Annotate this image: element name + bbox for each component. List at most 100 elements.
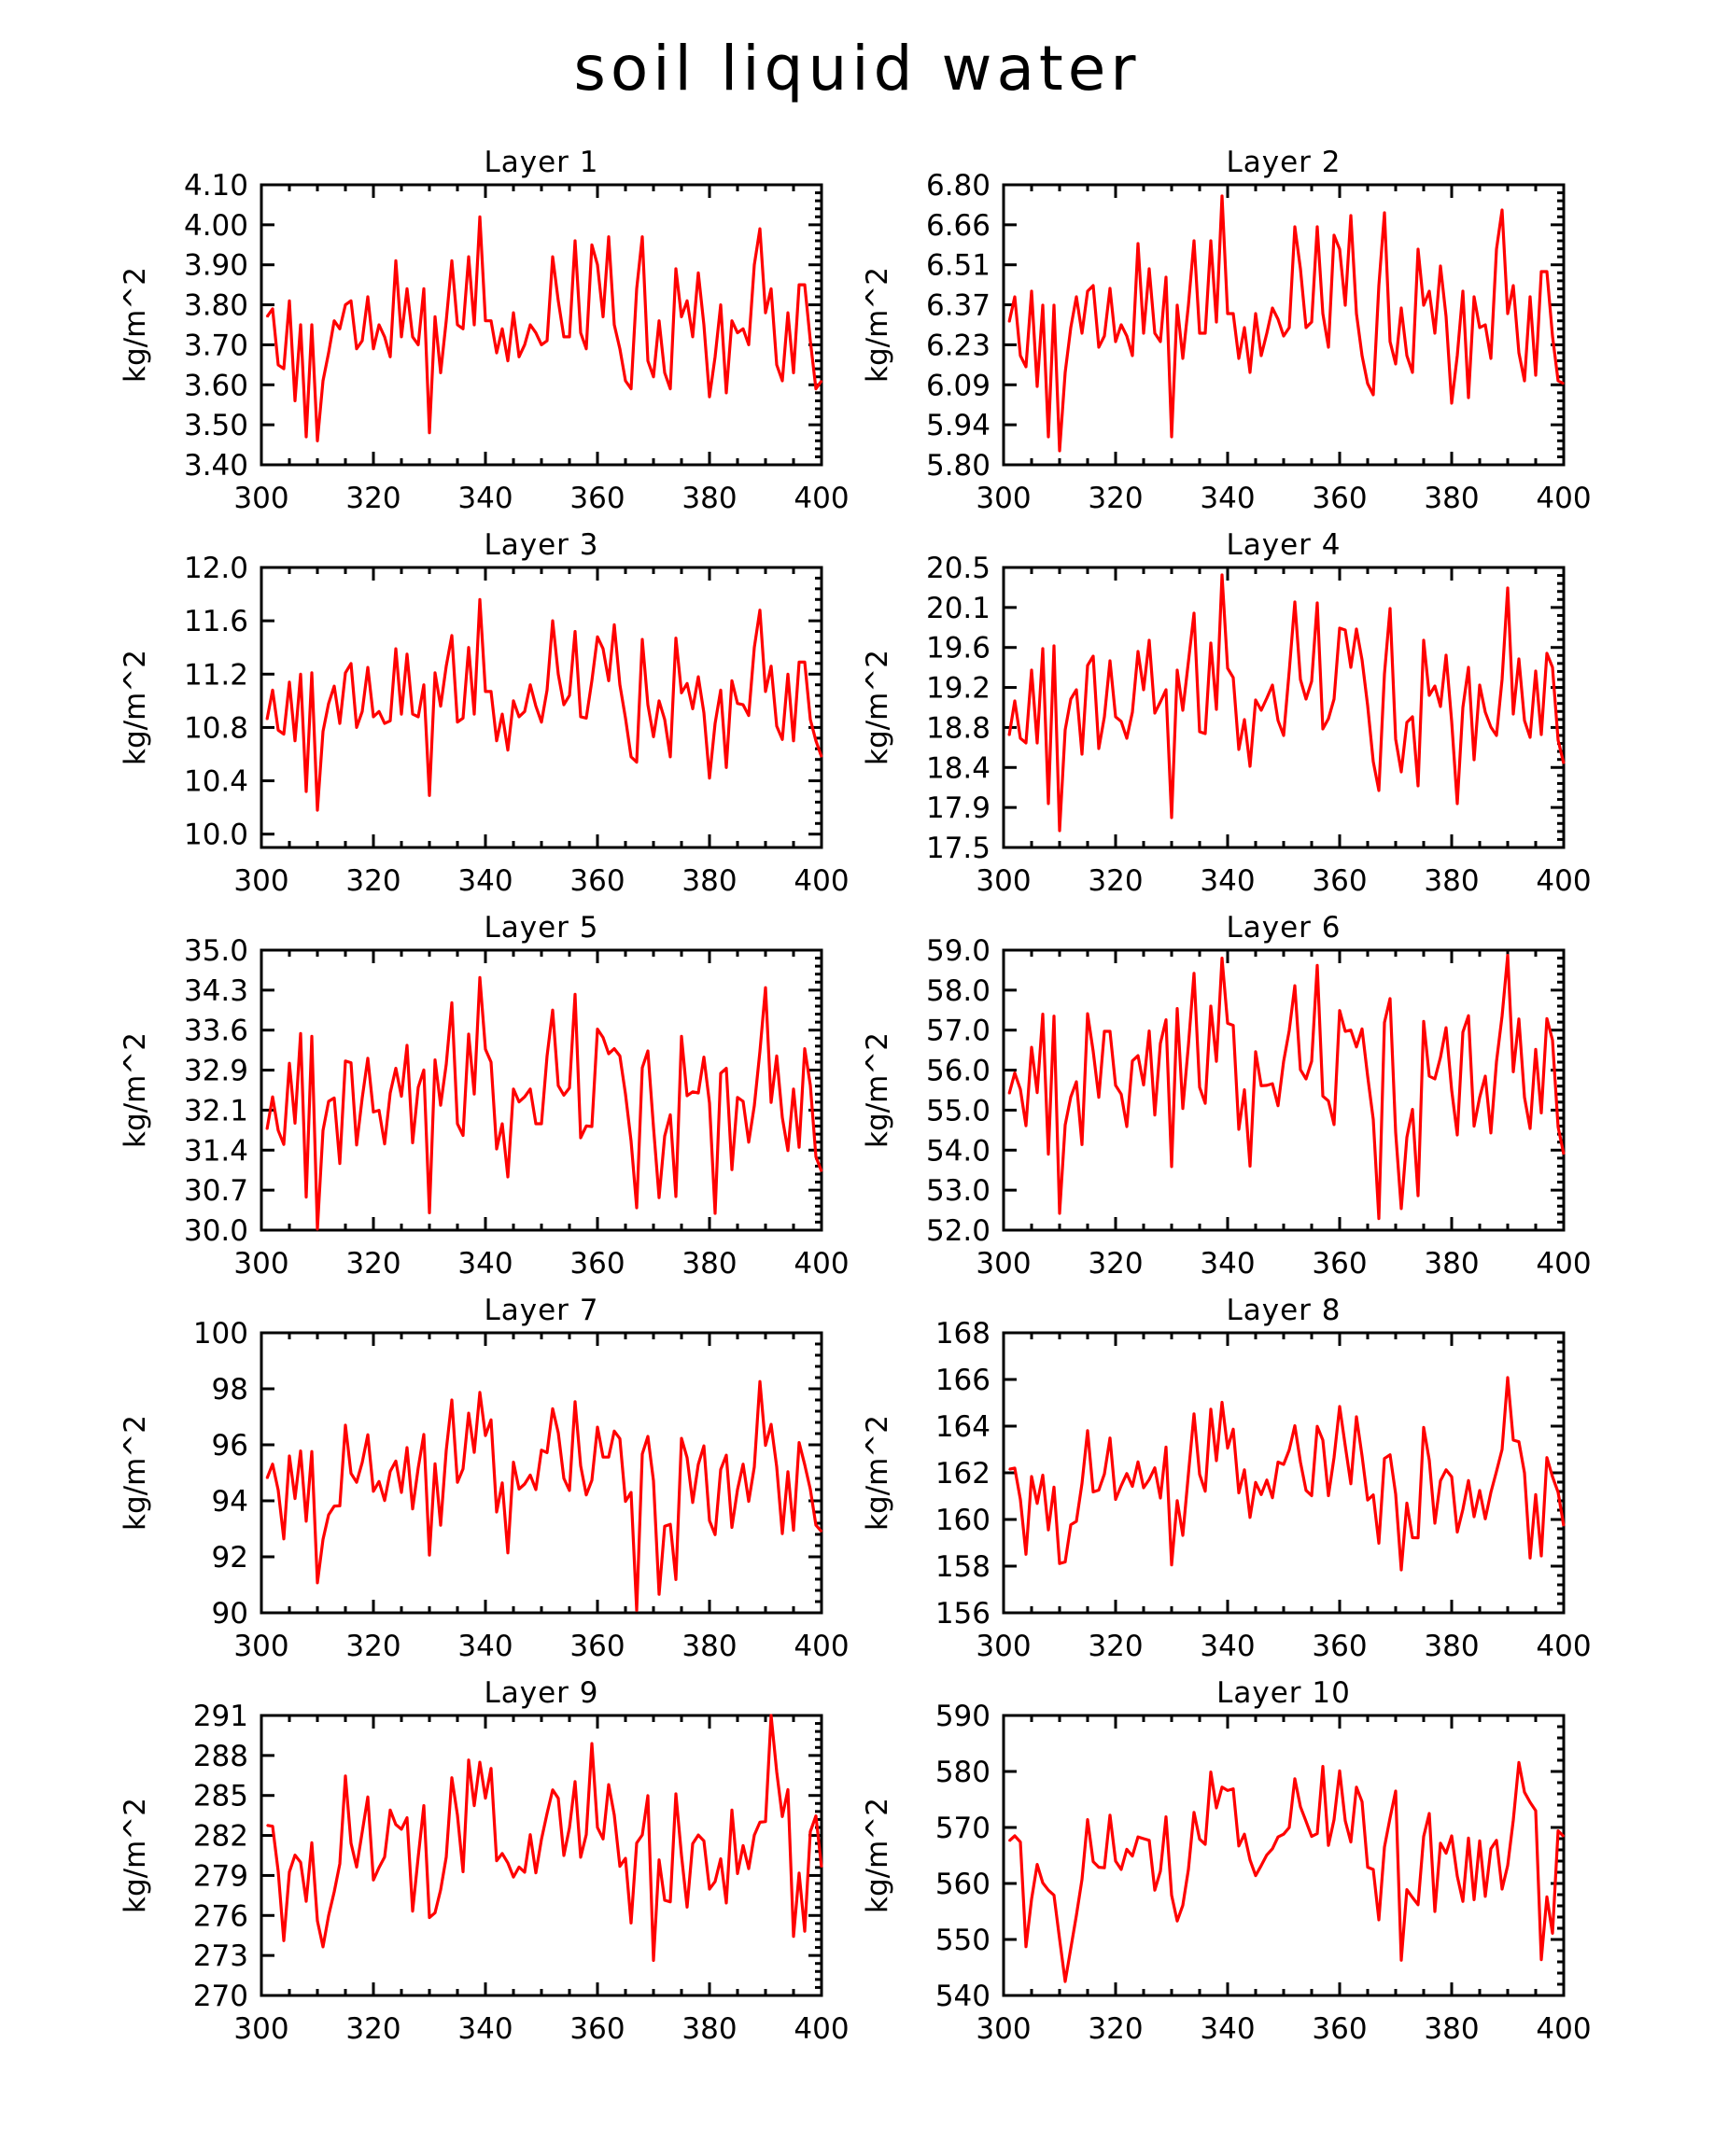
data-point (428, 794, 430, 797)
x-tick-label: 340 (457, 864, 513, 898)
data-point (720, 1857, 722, 1860)
data-point (1131, 1485, 1133, 1488)
series-line-layer-6 (1007, 953, 1566, 1221)
data-point (1546, 1896, 1548, 1898)
x-tick-label: 300 (976, 1247, 1031, 1281)
data-point (1344, 1445, 1346, 1447)
data-point (686, 1095, 688, 1097)
y-tick-label: 31.4 (184, 1134, 248, 1168)
data-point (1479, 327, 1481, 329)
data-point (378, 1480, 380, 1483)
data-point (809, 1084, 811, 1086)
data-point (1059, 1212, 1061, 1214)
data-point (541, 1838, 542, 1841)
data-point (1137, 1055, 1139, 1057)
data-point (1350, 215, 1352, 217)
data-point (524, 1096, 526, 1098)
data-point (1288, 1827, 1290, 1828)
data-point (725, 1902, 727, 1904)
data-point (1479, 1490, 1481, 1491)
data-point (417, 343, 419, 346)
data-point (496, 352, 498, 354)
data-point (356, 347, 358, 350)
data-point (333, 319, 335, 322)
data-point (1143, 689, 1145, 691)
data-point (1294, 601, 1296, 603)
data-point (372, 716, 374, 718)
y-tick-label: 168 (935, 1317, 990, 1351)
data-point (311, 324, 313, 326)
data-point (619, 347, 621, 350)
data-point (1148, 268, 1150, 270)
data-point (1255, 1481, 1257, 1484)
x-tick-label: 380 (681, 1247, 737, 1281)
data-point (1232, 677, 1234, 679)
data-point (675, 1793, 677, 1795)
data-point (316, 1228, 318, 1230)
data-point (709, 1519, 710, 1522)
data-point (1131, 1855, 1133, 1857)
data-point (1238, 1128, 1240, 1130)
data-point (1479, 684, 1481, 686)
data-point (1490, 357, 1492, 359)
data-point (703, 1445, 705, 1447)
data-point (1075, 1081, 1077, 1083)
data-point (591, 1126, 593, 1127)
data-point (462, 328, 464, 330)
data-point (585, 1493, 587, 1496)
data-point (1479, 1840, 1481, 1842)
data-point (1350, 1841, 1352, 1843)
data-point (1221, 574, 1223, 576)
data-point (400, 1828, 402, 1830)
data-point (658, 1593, 660, 1595)
data-point (1098, 748, 1100, 749)
data-point (1311, 1835, 1313, 1838)
data-point (1535, 1048, 1537, 1051)
data-point (753, 1465, 755, 1468)
data-point (1344, 1820, 1346, 1822)
data-point (417, 1466, 419, 1469)
data-point (608, 1053, 610, 1055)
data-point (339, 722, 341, 724)
data-point (462, 717, 464, 720)
data-point (412, 713, 414, 715)
data-point (1462, 1900, 1464, 1902)
data-point (619, 1865, 621, 1868)
data-point (445, 1449, 447, 1451)
data-point (378, 1109, 380, 1112)
x-tick-label: 360 (569, 864, 625, 898)
data-point (288, 1455, 290, 1457)
data-point (1361, 1028, 1363, 1030)
data-point (1014, 296, 1016, 298)
data-point (1288, 327, 1290, 329)
data-point (1333, 1818, 1335, 1821)
panel-grid: Layer 1 kg/m^2 300 320 340 360 380 400 3.40 3.50 3… (119, 146, 1592, 2046)
data-point (300, 324, 302, 326)
data-point (333, 685, 335, 687)
data-point (613, 1430, 615, 1433)
data-point (608, 679, 610, 682)
data-point (1098, 1866, 1100, 1869)
data-point (669, 387, 671, 390)
data-point (1165, 1446, 1167, 1449)
data-point (1305, 698, 1307, 700)
x-tick-label: 360 (1312, 864, 1367, 898)
data-point (1115, 1860, 1117, 1862)
data-point (1400, 1959, 1402, 1961)
data-point (1395, 1493, 1397, 1495)
data-point (563, 1477, 565, 1479)
data-point (283, 1143, 285, 1145)
series-line-layer-3 (265, 597, 823, 812)
data-point (613, 1047, 615, 1050)
data-point (445, 1855, 447, 1858)
data-point (1031, 1046, 1033, 1048)
data-point (1019, 1498, 1021, 1501)
data-point (1328, 1844, 1329, 1846)
data-point (1412, 371, 1413, 373)
data-point (821, 1866, 822, 1869)
data-point (647, 359, 649, 362)
data-point (406, 1816, 408, 1819)
data-point (1473, 296, 1475, 298)
data-point (1165, 1815, 1167, 1818)
